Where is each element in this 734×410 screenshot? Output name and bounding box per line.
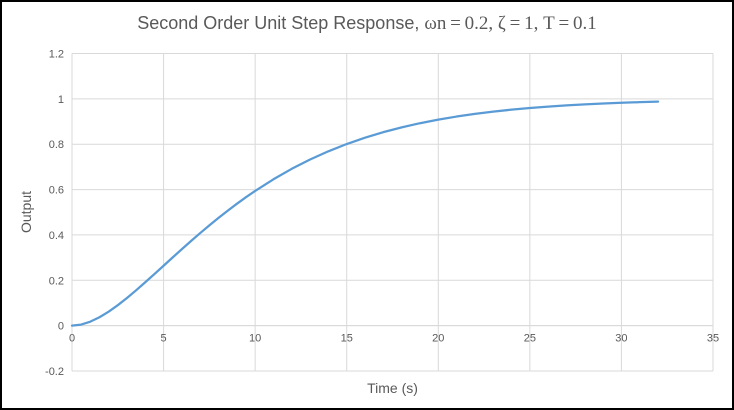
- response-curve: [70, 100, 660, 327]
- x-tick-label: 30: [615, 333, 627, 345]
- x-tick-label: 15: [341, 333, 353, 345]
- x-tick-label: 20: [432, 333, 444, 345]
- x-tick-label: 5: [161, 333, 167, 345]
- chart-title: Second Order Unit Step Response, ωn = 0.…: [2, 9, 732, 38]
- chart-title-text: Second Order Unit Step Response,: [137, 13, 425, 33]
- y-tick-label: 0: [58, 321, 64, 333]
- x-tick-label: 0: [69, 333, 75, 345]
- x-tick-label: 35: [707, 333, 719, 345]
- y-tick-label: 0.6: [49, 185, 64, 197]
- y-tick-label: 1.2: [49, 49, 64, 61]
- x-tick-label: 25: [524, 333, 536, 345]
- y-tick-label: 0.8: [49, 139, 64, 151]
- y-tick-label: 0.4: [49, 230, 64, 242]
- x-axis-title: Time (s): [367, 380, 418, 396]
- x-tick-label: 10: [249, 333, 261, 345]
- chart-title-parameters: ωn = 0.2, ζ = 1, T = 0.1: [424, 13, 597, 34]
- y-tick-label: -0.2: [45, 366, 64, 378]
- y-tick-label: 1: [58, 94, 64, 106]
- y-tick-label: 0.2: [49, 275, 64, 287]
